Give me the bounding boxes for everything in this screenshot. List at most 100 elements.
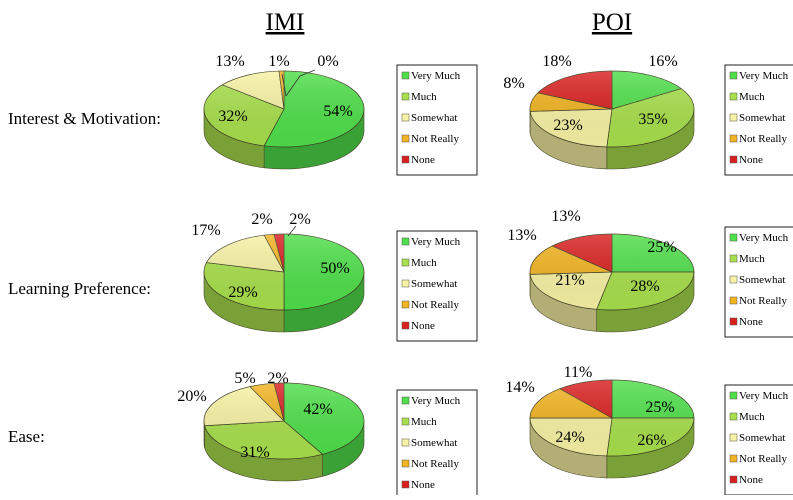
legend-label-not-really: Not Really <box>411 299 459 311</box>
legend-swatch-not-really <box>402 135 409 142</box>
data-label-much: 35% <box>638 111 667 128</box>
data-label-much: 29% <box>228 284 257 301</box>
data-label-none: 11% <box>564 364 593 381</box>
legend-swatch-none <box>402 322 409 329</box>
legend-label-none: None <box>411 320 435 332</box>
legend-swatch-somewhat <box>402 439 409 446</box>
legend-label-somewhat: Somewhat <box>411 278 457 290</box>
legend: Very Much Much Somewhat Not Really None <box>397 231 477 341</box>
legend-label-very-much: Very Much <box>739 232 789 244</box>
legend-swatch-somewhat <box>402 280 409 287</box>
legend-label-none: None <box>739 154 763 166</box>
data-label-somewhat: 13% <box>215 53 244 70</box>
legend-swatch-very-much <box>730 392 737 399</box>
legend-swatch-none <box>402 481 409 488</box>
legend-swatch-very-much <box>402 238 409 245</box>
legend-label-much: Much <box>739 253 765 265</box>
legend-label-much: Much <box>739 411 765 423</box>
legend-swatch-somewhat <box>730 276 737 283</box>
legend-label-somewhat: Somewhat <box>411 437 457 449</box>
data-label-not-really: 14% <box>505 379 534 396</box>
pie-sheen <box>204 383 364 459</box>
legend-label-not-really: Not Really <box>739 133 787 145</box>
pie-chart-poi-1: 25%28%21%13%13%Very MuchMuchSomewhatNot … <box>507 208 793 337</box>
data-label-much: 31% <box>240 444 269 461</box>
data-label-somewhat: 24% <box>555 429 584 446</box>
legend-label-much: Much <box>411 257 437 269</box>
legend-label-somewhat: Somewhat <box>739 112 785 124</box>
data-label-somewhat: 23% <box>553 117 582 134</box>
data-label-not-really: 5% <box>234 370 255 387</box>
legend-swatch-none <box>730 156 737 163</box>
legend-label-none: None <box>411 479 435 491</box>
data-label-very-much: 42% <box>303 401 332 418</box>
legend-label-not-really: Not Really <box>739 453 787 465</box>
row-label-interest: Interest & Motivation: <box>8 109 161 128</box>
legend-swatch-much <box>730 93 737 100</box>
data-label-somewhat: 20% <box>177 388 206 405</box>
legend-label-somewhat: Somewhat <box>739 432 785 444</box>
legend-swatch-very-much <box>402 72 409 79</box>
legend-swatch-not-really <box>402 301 409 308</box>
data-label-not-really: 8% <box>503 75 524 92</box>
legend-swatch-much <box>402 259 409 266</box>
legend-label-not-really: Not Really <box>411 458 459 470</box>
legend-swatch-none <box>730 318 737 325</box>
data-label-somewhat: 21% <box>555 272 584 289</box>
column-header-poi: POI <box>592 9 632 36</box>
legend-swatch-not-really <box>730 455 737 462</box>
legend-label-not-really: Not Really <box>411 133 459 145</box>
legend-swatch-much <box>730 413 737 420</box>
legend-swatch-very-much <box>730 234 737 241</box>
legend-swatch-much <box>730 255 737 262</box>
legend-swatch-somewhat <box>730 434 737 441</box>
legend-label-very-much: Very Much <box>411 236 461 248</box>
legend-swatch-none <box>402 156 409 163</box>
pie-chart-poi-2: 25%26%24%14%11%Very MuchMuchSomewhatNot … <box>505 364 793 495</box>
legend-label-very-much: Very Much <box>411 70 461 82</box>
legend-swatch-not-really <box>730 297 737 304</box>
legend-swatch-somewhat <box>402 114 409 121</box>
data-label-very-much: 50% <box>320 260 349 277</box>
data-label-not-really: 1% <box>268 53 289 70</box>
data-label-none: 18% <box>542 53 571 70</box>
legend-label-not-really: Not Really <box>739 295 787 307</box>
legend-label-much: Much <box>411 416 437 428</box>
legend-label-none: None <box>739 316 763 328</box>
row-label-learning: Learning Preference: <box>8 279 151 298</box>
data-label-none: 0% <box>317 53 338 70</box>
data-label-much: 26% <box>637 432 666 449</box>
data-label-somewhat: 17% <box>191 222 220 239</box>
legend-swatch-none <box>730 476 737 483</box>
data-label-none: 2% <box>289 211 310 228</box>
data-label-none: 2% <box>267 370 288 387</box>
legend-swatch-very-much <box>730 72 737 79</box>
legend-label-much: Much <box>411 91 437 103</box>
pie-sheen <box>530 71 694 147</box>
legend-swatch-somewhat <box>730 114 737 121</box>
data-label-very-much: 16% <box>648 53 677 70</box>
legend-label-none: None <box>411 154 435 166</box>
data-label-very-much: 25% <box>647 239 676 256</box>
legend: Very Much Much Somewhat Not Really None <box>725 227 793 337</box>
legend-swatch-very-much <box>402 397 409 404</box>
legend-label-very-much: Very Much <box>739 70 789 82</box>
data-label-much: 28% <box>630 278 659 295</box>
pie-chart-imi-1: 50% 29% 17% 2% 2% Very Much Much Somewhat Not Re… <box>191 211 477 341</box>
data-label-not-really: 2% <box>251 211 272 228</box>
legend-label-somewhat: Somewhat <box>739 274 785 286</box>
column-header-imi: IMI <box>266 9 305 36</box>
data-label-not-really: 13% <box>507 227 536 244</box>
data-label-very-much: 25% <box>645 399 674 416</box>
row-label-ease: Ease: <box>8 427 45 446</box>
